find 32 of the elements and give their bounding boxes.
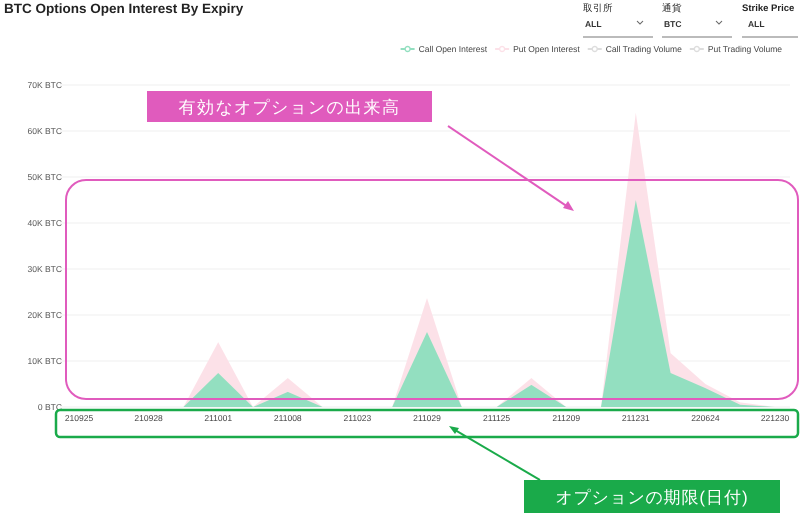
filter: 取引所 <box>583 3 613 14</box>
x-tick-label: 221230 <box>760 413 790 423</box>
y-tick-label: 20K BTC <box>28 310 62 320</box>
picture-label-expiry: オプションの期限(日付) <box>524 480 780 513</box>
legend-label: Call Open Interest <box>418 44 488 54</box>
chart-title: BTC Options Open Interest By Expiry <box>4 1 244 16</box>
y-tick-label: 50K BTC <box>28 172 62 182</box>
y-tick-label: 10K BTC <box>28 356 62 366</box>
annotation: 有効なオプションの出来高 <box>178 98 400 117</box>
filter: 通貨 <box>662 3 682 14</box>
filter: BTC <box>662 19 732 38</box>
x-tick-label: 210928 <box>134 413 164 423</box>
x-tick-label: 211008 <box>274 413 302 423</box>
legend-label: Put Trading Volume <box>708 44 782 54</box>
y-tick-label: 60K BTC <box>28 126 62 136</box>
x-tick-label: 210925 <box>64 413 94 423</box>
picture-label-volume: 有効なオプションの出来高 <box>147 91 432 122</box>
y-tick-label: 30K BTC <box>28 264 62 274</box>
legend-label: Call Trading Volume <box>606 44 682 54</box>
x-tick-label: 211023 <box>344 413 372 423</box>
legend-label: Put Open Interest <box>513 44 580 54</box>
y-tick-label: 70K BTC <box>28 80 62 90</box>
y-tick-label: 40K BTC <box>28 218 62 228</box>
x-tick-label: 211125 <box>483 413 510 423</box>
x-tick-label: 220624 <box>691 413 720 423</box>
x-tick-label: 211001 <box>204 413 232 423</box>
filter: ALL <box>742 19 798 38</box>
x-tick-label: 211231 <box>622 413 650 423</box>
filter: Strike Price <box>742 3 794 14</box>
filter: ALL <box>582 19 654 38</box>
x-tick-label: 211029 <box>413 413 442 423</box>
x-tick-label: 211209 <box>552 413 580 423</box>
